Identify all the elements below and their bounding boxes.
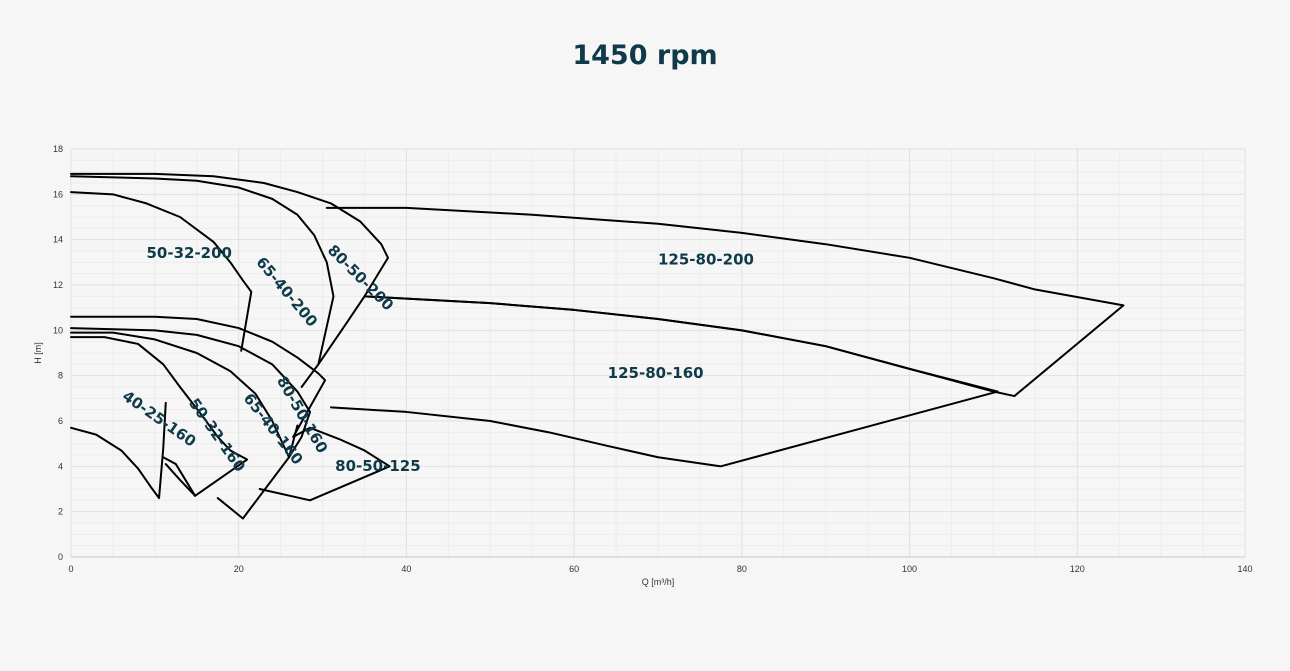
x-tick-label: 0 bbox=[68, 564, 73, 574]
series-curve-40-25-160-left bbox=[70, 401, 167, 500]
y-tick-label: 14 bbox=[53, 235, 63, 245]
series-curve-50-32-160-lower bbox=[162, 456, 197, 497]
x-tick-label: 40 bbox=[401, 564, 411, 574]
series-label: 125-80-160 bbox=[608, 364, 704, 382]
series-curve-65-40-200 bbox=[70, 175, 335, 388]
x-tick-label: 100 bbox=[902, 564, 917, 574]
y-tick-label: 10 bbox=[53, 325, 63, 335]
y-tick-label: 4 bbox=[58, 461, 63, 471]
tick-labels: 0 20 40 60 80 100 120 140 0 2 4 6 8 10 12 14 16 18 bbox=[53, 144, 1253, 574]
x-tick-label: 80 bbox=[737, 564, 747, 574]
y-tick-label: 8 bbox=[58, 371, 63, 381]
series-label: 125-80-200 bbox=[658, 251, 754, 269]
region-labels: 125-80-200125-80-16080-50-20065-40-20050… bbox=[119, 241, 754, 475]
x-tick-label: 20 bbox=[234, 564, 244, 574]
y-tick-label: 12 bbox=[53, 280, 63, 290]
chart-title: 1450 rpm bbox=[572, 40, 718, 71]
series-curve-80-50-125 bbox=[258, 426, 391, 502]
curves bbox=[70, 172, 1125, 520]
series-curve-125-80-200 bbox=[325, 206, 1125, 398]
series-label: 50-32-200 bbox=[146, 244, 232, 262]
y-tick-label: 6 bbox=[58, 416, 63, 426]
x-tick-label: 120 bbox=[1070, 564, 1085, 574]
y-axis-label: H [m] bbox=[33, 342, 43, 364]
y-tick-label: 18 bbox=[53, 144, 63, 154]
series-curve-80-50-160 bbox=[70, 315, 327, 438]
series-curve-50-32-200 bbox=[70, 191, 253, 352]
grid bbox=[70, 148, 1246, 558]
series-curve-80-50-200 bbox=[70, 172, 389, 366]
series-curve-65-40-160 bbox=[70, 327, 311, 459]
y-tick-label: 2 bbox=[58, 507, 63, 517]
series-curve-125-80-160 bbox=[329, 295, 999, 468]
x-tick-label: 140 bbox=[1237, 564, 1252, 574]
series-label: 80-50-125 bbox=[335, 457, 421, 475]
y-tick-label: 16 bbox=[53, 189, 63, 199]
series-curve-50-32-160 bbox=[70, 331, 291, 520]
x-axis-label: Q [m³/h] bbox=[642, 577, 675, 587]
y-tick-label: 0 bbox=[58, 552, 63, 562]
x-tick-label: 60 bbox=[569, 564, 579, 574]
